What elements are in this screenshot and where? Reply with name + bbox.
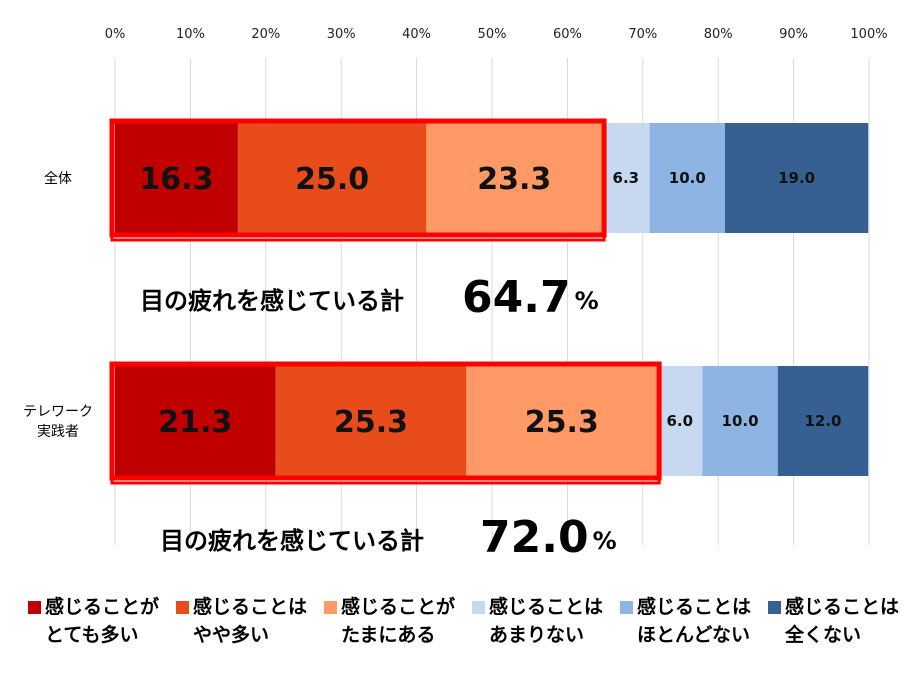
legend-label: 感じることは ほとんどない: [637, 593, 751, 649]
bar-segment: [602, 123, 650, 233]
category-label: 実践者: [37, 424, 79, 440]
legend-label-line: 感じることは: [785, 596, 900, 618]
legend-swatch: [620, 601, 633, 614]
x-tick-label: 30%: [327, 27, 356, 42]
legend-swatch: [472, 601, 485, 614]
legend-swatch: [768, 601, 781, 614]
x-tick-label: 80%: [704, 27, 733, 42]
bar-segment: [275, 366, 467, 476]
legend-swatch: [324, 601, 337, 614]
legend-label: 感じることは 全くない: [785, 593, 899, 649]
highlight-bracket: [110, 230, 606, 242]
legend-label: 感じることが たまにある: [341, 593, 455, 649]
bar-segment: [724, 123, 869, 233]
x-tick-label: 20%: [251, 27, 280, 42]
bar-segment: [115, 123, 238, 233]
legend: 感じることが とても多い 感じることは やや多い 感じることが たまにある 感じることは あま…: [0, 593, 913, 663]
highlight-box: [109, 361, 662, 481]
highlight-bracket: [110, 473, 661, 485]
data-label: 6.3: [613, 169, 640, 187]
data-label: 10.0: [722, 412, 759, 430]
x-tick-label: 50%: [478, 27, 507, 42]
sum-annotation-unit: %: [593, 527, 617, 555]
bar-segment: [237, 123, 427, 233]
bar-segment: [702, 366, 778, 476]
sum-annotation-text: 目の疲れを感じている計: [140, 287, 404, 315]
data-label: 25.3: [334, 405, 408, 440]
x-tick-label: 60%: [553, 27, 582, 42]
category-label: 全体: [44, 170, 72, 187]
sum-annotation-unit: %: [575, 287, 599, 315]
data-label: 23.3: [477, 162, 551, 197]
bar-segment: [115, 366, 276, 476]
bar-segment: [649, 123, 725, 233]
legend-swatch: [176, 601, 189, 614]
x-tick-label: 70%: [628, 27, 657, 42]
category-label: テレワーク: [23, 404, 93, 420]
sum-annotation-value: 72.0: [480, 512, 589, 563]
legend-label-line: やや多い: [193, 624, 270, 646]
x-tick-label: 10%: [176, 27, 205, 42]
legend-label: 感じることは あまりない: [489, 593, 603, 649]
legend-label-line: 感じることは: [193, 596, 308, 618]
bar-segment: [777, 366, 869, 476]
x-tick-label: 100%: [850, 27, 887, 42]
legend-label-line: ほとんどない: [637, 624, 751, 646]
x-tick-label: 0%: [105, 27, 126, 42]
bar-segment: [466, 366, 658, 476]
stacked-bar-chart: 0% 10% 20% 30% 40% 50% 60% 70% 80% 90% 100% 16.3 25.…: [23, 27, 888, 563]
sum-annotation-text: 目の疲れを感じている計: [160, 527, 424, 555]
data-label: 16.3: [139, 162, 213, 197]
legend-label-line: 全くない: [785, 624, 862, 646]
legend-label-line: あまりない: [489, 624, 585, 646]
data-label: 10.0: [669, 169, 706, 187]
legend-label-line: 感じることが: [45, 596, 160, 618]
data-label: 25.3: [525, 405, 599, 440]
data-label: 12.0: [804, 412, 841, 430]
bar-segment: [657, 366, 703, 476]
legend-label: 感じることは やや多い: [193, 593, 307, 649]
legend-label-line: たまにある: [341, 624, 436, 646]
data-label: 6.0: [666, 412, 693, 430]
legend-label-line: 感じることが: [341, 596, 456, 618]
highlight-box: [109, 118, 607, 238]
data-label: 19.0: [778, 169, 815, 187]
data-label: 21.3: [158, 405, 232, 440]
legend-swatch: [28, 601, 41, 614]
sum-annotation-value: 64.7: [462, 272, 571, 323]
legend-label-line: 感じることは: [637, 596, 752, 618]
x-tick-label: 90%: [779, 27, 808, 42]
legend-label-line: とても多い: [45, 624, 139, 646]
legend-label-line: 感じることは: [489, 596, 604, 618]
legend-label: 感じることが とても多い: [45, 593, 159, 649]
x-tick-label: 40%: [402, 27, 431, 42]
bar-segment: [426, 123, 603, 233]
data-label: 25.0: [295, 162, 369, 197]
